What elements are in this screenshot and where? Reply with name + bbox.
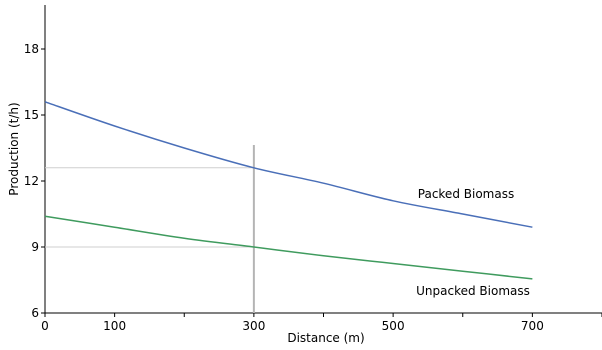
x-tick-label: 700 <box>521 319 544 333</box>
x-tick-label: 300 <box>242 319 265 333</box>
x-tick-label: 100 <box>103 319 126 333</box>
series-line-unpacked-biomass <box>44 215 533 280</box>
y-axis-title: Production (t/h) <box>7 102 21 195</box>
y-tick-label: 18 <box>24 42 39 56</box>
series-line-packed-biomass <box>44 101 533 228</box>
axes: 6 9 12 15 18 0 100 300 500 700 <box>24 5 602 333</box>
y-tick-label: 15 <box>24 108 39 122</box>
x-axis-title: Distance (m) <box>287 331 364 345</box>
y-tick-label: 12 <box>24 174 39 188</box>
labels: Distance (m) Production (t/h) Packed Bioma… <box>7 102 530 345</box>
x-tick-label: 500 <box>382 319 405 333</box>
y-tick-label: 9 <box>31 240 39 254</box>
series-lines <box>44 101 533 280</box>
y-tick-label: 6 <box>31 306 39 320</box>
reference-lines <box>45 145 255 313</box>
series-label-packed-biomass: Packed Biomass <box>418 187 514 201</box>
x-tick-label: 0 <box>41 319 49 333</box>
series-label-unpacked-biomass: Unpacked Biomass <box>416 284 530 298</box>
